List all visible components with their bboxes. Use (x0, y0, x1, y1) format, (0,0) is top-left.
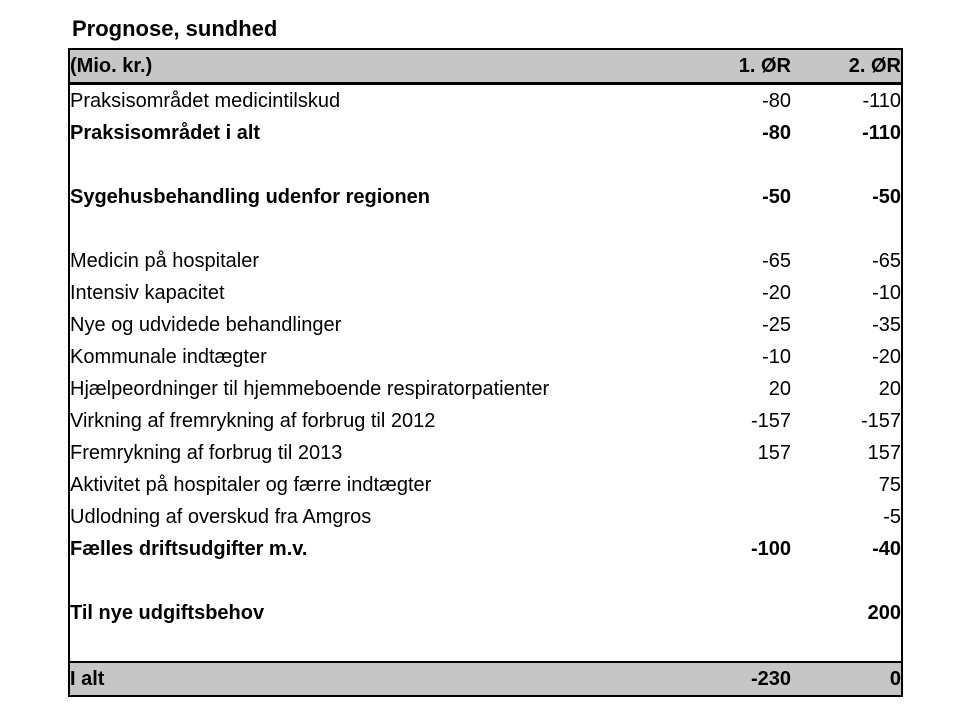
table-row: Til nye udgiftsbehov 200 (69, 597, 902, 629)
row-value-or2: -110 (862, 90, 901, 112)
row-value-or2: -65 (872, 250, 901, 272)
row-value-or1: 157 (757, 442, 791, 464)
table-row: Nye og udvidede behandlinger -25 -35 (69, 309, 902, 341)
table-row: Virkning af fremrykning af forbrug til 2… (69, 405, 902, 437)
row-label: Til nye udgiftsbehov (70, 602, 265, 624)
row-label (69, 565, 663, 597)
column-header-unit: (Mio. kr.) (69, 49, 663, 85)
total-value-or1: -230 (663, 661, 791, 696)
row-label: Medicin på hospitaler (70, 250, 259, 272)
table-row: Kommunale indtægter -10 -20 (69, 341, 902, 373)
row-value-or2 (791, 149, 902, 181)
row-value-or2: -35 (872, 314, 901, 336)
row-value-or1: -65 (762, 250, 791, 272)
row-label: Praksisområdet medicintilskud (70, 90, 341, 112)
row-label: Sygehusbehandling udenfor regionen (70, 186, 431, 208)
table-row: Sygehusbehandling udenfor regionen -50 -50 (69, 181, 902, 213)
row-value-or2: -5 (883, 506, 901, 528)
table-row: Fælles driftsudgifter m.v. -100 -40 (69, 533, 902, 565)
row-value-or2: 157 (867, 442, 901, 464)
row-label: Aktivitet på hospitaler og færre indtægt… (70, 474, 432, 496)
table-row (69, 213, 902, 245)
row-value-or2: 75 (878, 474, 901, 496)
row-label: Intensiv kapacitet (70, 282, 225, 304)
header-row: (Mio. kr.) 1. ØR 2. ØR (69, 49, 902, 85)
row-value-or1: 20 (768, 378, 791, 400)
row-value-or1: -20 (762, 282, 791, 304)
table-row: Medicin på hospitaler -65 -65 (69, 245, 902, 277)
row-value-or1 (663, 469, 791, 501)
row-value-or2: -157 (860, 410, 901, 432)
row-label: Fremrykning af forbrug til 2013 (70, 442, 343, 464)
total-value-or2: 0 (791, 661, 902, 696)
table-row: Intensiv kapacitet -20 -10 (69, 277, 902, 309)
total-label: I alt (69, 661, 663, 696)
row-label (69, 149, 663, 181)
row-label: Fælles driftsudgifter m.v. (70, 538, 308, 560)
row-value-or1: -100 (750, 538, 791, 560)
table-row: Fremrykning af forbrug til 2013 157 157 (69, 437, 902, 469)
table-row: Udlodning af overskud fra Amgros -5 (69, 501, 902, 533)
column-header-or1: 1. ØR (663, 49, 791, 85)
row-value-or2: -110 (862, 122, 901, 144)
row-label: Nye og udvidede behandlinger (70, 314, 342, 336)
row-value-or1: -157 (750, 410, 791, 432)
budget-table: (Mio. kr.) 1. ØR 2. ØR Praksisområdet me… (68, 48, 903, 697)
table-row: Hjælpeordninger til hjemmeboende respira… (69, 373, 902, 405)
row-label: Udlodning af overskud fra Amgros (70, 506, 372, 528)
column-header-or2: 2. ØR (791, 49, 902, 85)
table-row: Aktivitet på hospitaler og færre indtægt… (69, 469, 902, 501)
row-value-or1: -50 (762, 186, 791, 208)
page-title: Prognose, sundhed (72, 16, 278, 41)
row-value-or1 (663, 565, 791, 597)
row-label: Kommunale indtægter (70, 346, 267, 368)
row-value-or2 (791, 565, 902, 597)
row-value-or1 (663, 597, 791, 629)
row-value-or1 (663, 213, 791, 245)
table-row (69, 565, 902, 597)
row-value-or2 (791, 213, 902, 245)
row-value-or1: -80 (762, 122, 791, 144)
row-value-or2: 200 (867, 602, 901, 624)
row-value-or2: -10 (872, 282, 901, 304)
table-row (69, 629, 902, 662)
table-body: Praksisområdet medicintilskud -80 -110 Prak… (69, 84, 902, 663)
table-row: Praksisområdet i alt -80 -110 (69, 117, 902, 149)
row-value-or2: -20 (872, 346, 901, 368)
row-value-or2 (791, 629, 902, 662)
row-value-or1: -10 (762, 346, 791, 368)
table-footer: I alt -230 0 (69, 661, 902, 696)
row-value-or1 (663, 149, 791, 181)
row-label (69, 629, 663, 662)
table-row (69, 149, 902, 181)
row-value-or2: -50 (872, 186, 901, 208)
table-header: (Mio. kr.) 1. ØR 2. ØR (69, 49, 902, 85)
row-value-or1: -25 (762, 314, 791, 336)
total-row: I alt -230 0 (69, 661, 902, 696)
row-value-or2: 20 (878, 378, 901, 400)
row-label: Hjælpeordninger til hjemmeboende respira… (70, 378, 550, 400)
row-value-or1 (663, 501, 791, 533)
row-value-or2: -40 (872, 538, 901, 560)
row-label: Praksisområdet i alt (70, 122, 261, 144)
row-value-or1: -80 (762, 90, 791, 112)
row-value-or1 (663, 629, 791, 662)
table-row: Praksisområdet medicintilskud -80 -110 (69, 84, 902, 118)
row-label (69, 213, 663, 245)
row-label: Virkning af fremrykning af forbrug til 2… (70, 410, 436, 432)
